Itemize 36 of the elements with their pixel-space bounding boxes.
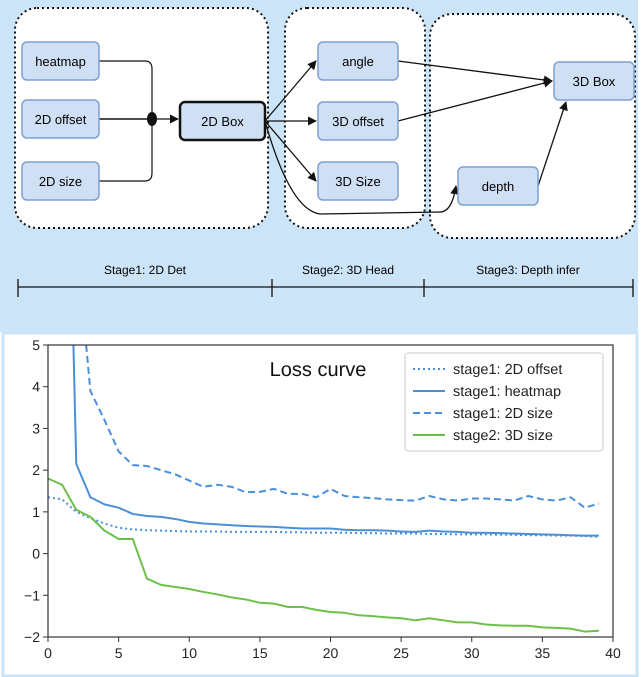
y-tick-label: −1	[24, 587, 40, 604]
text: 2D Box	[201, 114, 244, 129]
text: Stage2: 3D Head	[302, 263, 394, 277]
y-tick-label: 0	[32, 546, 40, 562]
x-tick-label: 0	[44, 645, 52, 661]
y-tick-label: 5	[32, 337, 40, 353]
line-series	[48, 477, 600, 633]
legend-label: stage1: 2D offset	[453, 362, 562, 378]
x-tick-label: 10	[181, 645, 198, 661]
y-tick-label: 2	[32, 462, 40, 478]
legend-label: stage1: 2D size	[453, 406, 553, 422]
text: heatmap	[35, 54, 86, 69]
legend-label: stage2: 3D size	[453, 428, 553, 444]
text: 2D offset	[34, 112, 87, 127]
text: 3D Size	[335, 174, 381, 189]
x-tick-label: 5	[114, 645, 123, 661]
text: Loss curve	[270, 359, 366, 381]
x-tick-label: 40	[605, 645, 621, 661]
x-tick-label: 35	[534, 645, 550, 661]
x-tick-label: 25	[393, 645, 410, 661]
text: angle	[342, 54, 374, 69]
y-tick-label: 3	[32, 420, 40, 436]
line-series	[85, 345, 600, 509]
x-tick-label: 30	[464, 645, 480, 661]
text: Stage1: 2D Det	[104, 263, 187, 277]
x-tick-label: 15	[252, 645, 268, 661]
x-tick-label: 20	[322, 645, 338, 661]
y-tick-label: 1	[32, 504, 40, 520]
y-tick-label: −2	[24, 629, 40, 645]
text: 3D offset	[332, 114, 384, 129]
text: 2D size	[38, 174, 82, 189]
text: 3D Box	[572, 74, 616, 89]
text: Stage3: Depth infer	[476, 263, 580, 277]
text: depth	[482, 179, 514, 194]
legend-label: stage1: heatmap	[453, 384, 562, 400]
y-tick-label: 4	[32, 378, 40, 395]
